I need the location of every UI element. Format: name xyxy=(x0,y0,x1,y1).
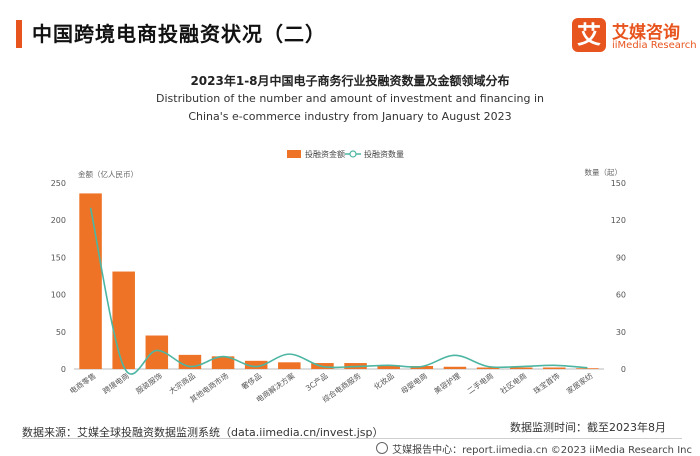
bar xyxy=(79,193,102,369)
chart-subtitle-line2: China's e-commerce industry from January… xyxy=(188,110,512,123)
data-source: 数据来源：艾媒全球投融资数据监测系统（data.iimedia.cn/inves… xyxy=(22,426,384,439)
logo-mark: 艾 xyxy=(572,18,606,52)
bar xyxy=(410,366,434,369)
right-tick-label: 0 xyxy=(621,365,626,374)
left-tick-label: 50 xyxy=(56,328,66,337)
category-label: 跨境电商 xyxy=(101,370,132,396)
iimedia-logo: 艾 艾媒咨询 iiMedia Research xyxy=(572,16,697,56)
right-tick-label: 120 xyxy=(611,216,626,225)
chart-title: 2023年1-8月中国电子商务行业投融资数量及金额领域分布 xyxy=(190,74,510,88)
bar xyxy=(112,271,135,369)
right-tick-label: 150 xyxy=(611,179,626,188)
category-label: 二手电商 xyxy=(465,370,496,396)
bar xyxy=(377,365,400,369)
bar xyxy=(244,360,268,369)
category-label: 大宗商品 xyxy=(167,370,197,395)
bar xyxy=(443,366,467,369)
left-tick-label: 150 xyxy=(51,253,66,262)
right-tick-label: 60 xyxy=(616,291,626,300)
title-accent-bar xyxy=(16,20,22,48)
category-label: 母婴电商 xyxy=(399,370,430,396)
count-line xyxy=(89,207,588,375)
footer-divider xyxy=(22,438,682,439)
legend-label-amount: 投融资金额 xyxy=(305,149,345,159)
copyright: 艾媒报告中心：report.iimedia.cn ©2023 iiMedia R… xyxy=(376,441,692,456)
left-tick-label: 250 xyxy=(51,179,66,188)
page-title: 中国跨境电商投融资状况（二） xyxy=(32,22,326,46)
right-axis-title: 数量（起） xyxy=(585,167,623,177)
bar xyxy=(145,335,169,369)
legend-label-count: 投融资数量 xyxy=(364,149,404,159)
bar xyxy=(476,367,500,369)
category-label: 家居家纺 xyxy=(564,370,595,396)
chart-subtitle-line1: Distribution of the number and amount of… xyxy=(156,92,544,105)
category-label: 3C产品 xyxy=(303,370,329,393)
legend-marker-count xyxy=(349,150,357,158)
category-label: 社区电商 xyxy=(498,370,529,396)
category-label: 奢侈品 xyxy=(239,370,263,391)
left-tick-label: 200 xyxy=(51,216,66,225)
category-label: 电商零售 xyxy=(67,370,97,395)
bar xyxy=(509,367,533,369)
bar xyxy=(211,356,235,369)
left-tick-label: 100 xyxy=(51,291,66,300)
right-tick-label: 90 xyxy=(616,253,626,262)
left-tick-label: 0 xyxy=(61,365,66,374)
bar xyxy=(278,362,301,369)
category-label: 化妆品 xyxy=(372,370,396,391)
monitoring-period: 数据监测时间：截至2023年8月 xyxy=(510,421,666,434)
logo-name-cn: 艾媒咨询 xyxy=(612,23,680,43)
category-label: 服装服饰 xyxy=(134,370,165,396)
globe-icon xyxy=(376,442,389,454)
bar xyxy=(543,367,566,369)
right-tick-label: 30 xyxy=(616,328,626,337)
logo-name-en: iiMedia Research xyxy=(612,40,697,51)
bar xyxy=(576,368,599,369)
copyright-text: 艾媒报告中心：report.iimedia.cn ©2023 iiMedia R… xyxy=(392,445,692,456)
category-label: 美容护理 xyxy=(432,370,463,396)
legend-swatch-amount xyxy=(287,150,301,158)
left-axis-title: 金额（亿人民币） xyxy=(78,169,138,179)
category-label: 珠宝首饰 xyxy=(531,370,562,396)
